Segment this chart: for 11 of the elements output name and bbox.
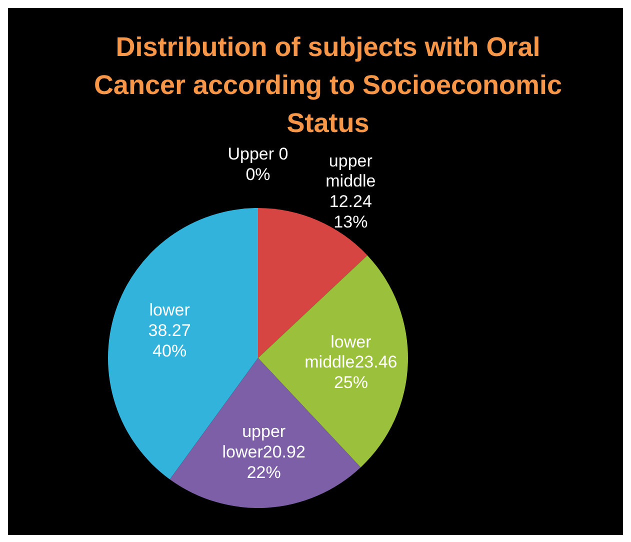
data-label: 25% — [334, 373, 368, 392]
data-label: 13% — [334, 212, 368, 232]
data-label: 40% — [152, 341, 187, 360]
chart-title: Distribution of subjects with Oral Cancer according to Socioeconomic Status — [94, 32, 562, 138]
slice-label: lower middle23.46 — [304, 332, 398, 372]
data-label: 22% — [246, 463, 281, 482]
slice-label: upper lower20.92 — [222, 422, 306, 462]
category-label: Upper 0 — [228, 144, 288, 164]
slice-label: upper middle 12.24 — [326, 151, 376, 212]
text: 0% — [246, 165, 270, 184]
slice-label: lower 38.27 — [148, 300, 191, 340]
